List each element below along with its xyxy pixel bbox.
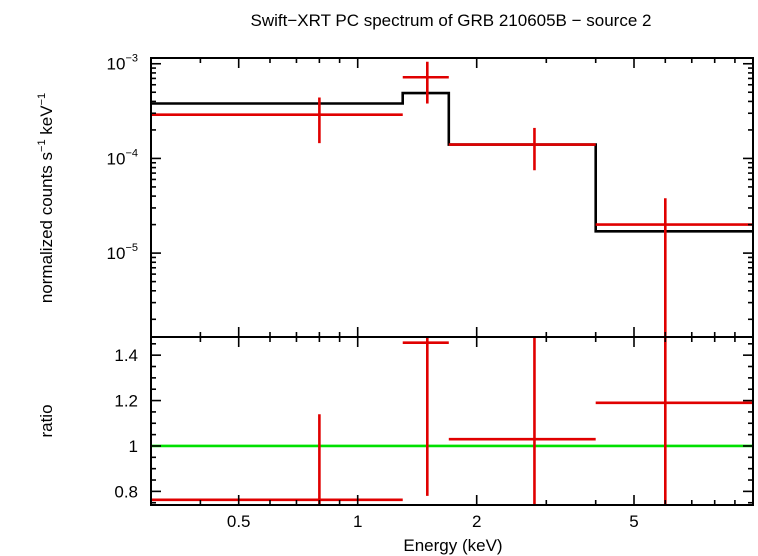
bottom-panel-frame <box>150 336 754 506</box>
top-y-tick-base-0: 10 <box>107 55 126 74</box>
top-model-group <box>151 91 753 233</box>
ratio-y-tick-label-3: 1.4 <box>114 346 138 365</box>
top-y-tick-base-1: 10 <box>107 149 126 168</box>
top-y-tick-label-2: 10−5 <box>107 242 138 263</box>
top-ylabel-base: normalized counts s <box>37 152 56 303</box>
x-tick-label-3: 5 <box>629 512 638 531</box>
top-ylabel-exp2: −1 <box>36 93 48 106</box>
labels-group: 0.5 1 2 510−310−410−50.811.21.4 <box>107 53 639 531</box>
ratio-y-tick-label-1: 1 <box>129 437 138 456</box>
bottom-data-group <box>151 337 753 505</box>
top-data-group <box>151 61 753 337</box>
top-ylabel-exp1: −1 <box>36 139 48 152</box>
top-y-tick-base-2: 10 <box>107 244 126 263</box>
top-panel-frame <box>150 57 754 338</box>
top-y-tick-exp-2: −5 <box>125 242 138 254</box>
top-panel-y-axis-label: normalized counts s−1 keV−1 <box>36 93 56 303</box>
top-y-tick-label-1: 10−4 <box>107 147 138 168</box>
ratio-y-tick-label-0: 0.8 <box>114 482 138 501</box>
top-ylabel-mid: keV <box>37 105 56 140</box>
bottom-panel-y-axis-label: ratio <box>37 404 56 437</box>
ratio-y-tick-label-2: 1.2 <box>114 392 138 411</box>
model-step-line <box>151 91 753 233</box>
x-tick-label-2: 2 <box>472 512 481 531</box>
x-axis-label: Energy (keV) <box>403 536 502 555</box>
chart-title: Swift−XRT PC spectrum of GRB 210605B − s… <box>251 11 652 30</box>
x-tick-label-1: 1 <box>353 512 362 531</box>
x-tick-label-0: 0.5 <box>227 512 251 531</box>
top-y-tick-label-0: 10−3 <box>107 53 138 74</box>
axes-group <box>150 58 753 505</box>
top-y-tick-exp-1: −4 <box>125 147 138 159</box>
top-y-tick-exp-0: −3 <box>125 53 138 65</box>
